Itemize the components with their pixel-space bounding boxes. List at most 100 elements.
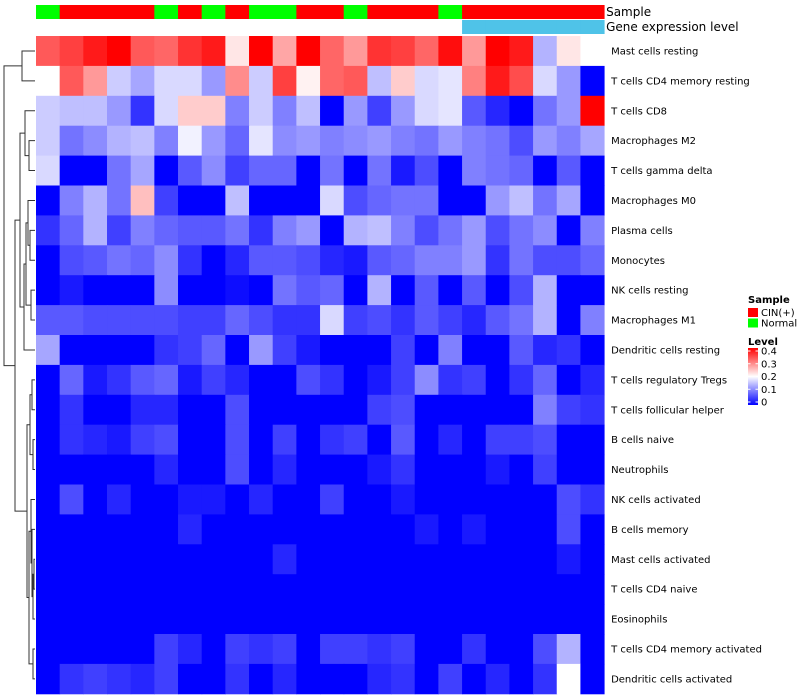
heatmap-cell: [391, 125, 416, 157]
heatmap-cell: [130, 155, 155, 186]
sample-track-cell: [59, 5, 84, 19]
heatmap-cell: [59, 454, 84, 485]
sample-track-cell: [343, 5, 368, 19]
heatmap-cell: [367, 454, 392, 485]
heatmap-cell: [249, 36, 274, 67]
heatmap-cell: [296, 364, 321, 396]
heatmap-cell: [83, 364, 108, 396]
heatmap-cell: [107, 574, 132, 605]
heatmap-cell: [296, 125, 321, 157]
heatmap-cell: [438, 544, 463, 575]
heatmap-cell: [36, 155, 61, 186]
heatmap-cell: [296, 394, 321, 426]
level-tick-label: 0.1: [761, 385, 777, 396]
heatmap-cell: [107, 663, 132, 695]
heatmap-cell: [130, 574, 155, 605]
heatmap-cell: [438, 305, 463, 336]
heatmap-cell: [107, 65, 132, 97]
heatmap-cell: [556, 424, 581, 456]
heatmap-cell: [320, 484, 345, 515]
heatmap-cell: [391, 36, 416, 67]
heatmap-cell: [533, 604, 558, 635]
heatmap-cell: [556, 364, 581, 396]
heatmap-cell: [556, 275, 581, 306]
level-tick-label: 0: [761, 398, 767, 409]
heatmap-cell: [154, 125, 179, 157]
heatmap-cell: [343, 305, 368, 336]
heatmap-cell: [414, 155, 439, 186]
dendrogram-branch: [3, 65, 22, 367]
heatmap-cell: [83, 394, 108, 426]
heatmap-cell: [485, 544, 510, 575]
heatmap-cell: [509, 95, 534, 127]
level-tick-label: 0.2: [761, 372, 777, 383]
row-label: NK cells activated: [611, 495, 701, 506]
heatmap-cell: [178, 574, 203, 605]
heatmap-cell: [83, 574, 108, 605]
heatmap-cell: [509, 275, 534, 306]
heatmap-cell: [343, 245, 368, 276]
heatmap-cell: [272, 125, 297, 157]
expression-level-track-cell: [462, 20, 487, 34]
heatmap-cell: [367, 663, 392, 695]
heatmap-cell: [438, 125, 463, 157]
heatmap-cell: [320, 125, 345, 157]
heatmap-cell: [130, 36, 155, 67]
heatmap-cell: [178, 185, 203, 216]
heatmap-cell: [485, 484, 510, 515]
heatmap-cell: [462, 364, 487, 396]
heatmap-cell: [509, 65, 534, 97]
heatmap-cell: [272, 36, 297, 67]
heatmap-cell: [320, 215, 345, 246]
sample-track-cell: [485, 5, 510, 19]
heatmap-cell: [509, 215, 534, 246]
heatmap-cell: [107, 394, 132, 426]
heatmap-cell: [154, 305, 179, 336]
row-label: Plasma cells: [611, 226, 673, 237]
heatmap-cell: [201, 185, 226, 216]
heatmap-cell: [59, 215, 84, 246]
heatmap-cell: [36, 394, 61, 426]
heatmap-cell: [83, 424, 108, 456]
heatmap-cell: [225, 95, 250, 127]
heatmap-cell: [391, 185, 416, 216]
heatmap-cell: [509, 394, 534, 426]
heatmap-cell: [438, 454, 463, 485]
heatmap-cell: [36, 275, 61, 306]
expression-level-track-cell: [83, 20, 108, 34]
heatmap-cell: [154, 95, 179, 127]
heatmap-cell: [178, 454, 203, 485]
heatmap-cell: [391, 245, 416, 276]
heatmap-cell: [249, 364, 274, 396]
heatmap-cell: [225, 65, 250, 97]
heatmap-cell: [580, 95, 605, 127]
sample-track-cell: [296, 5, 321, 19]
heatmap-cell: [36, 215, 61, 246]
heatmap-cell: [107, 335, 132, 366]
heatmap-cell: [154, 36, 179, 67]
heatmap-cell: [83, 663, 108, 695]
heatmap-cell: [438, 36, 463, 67]
heatmap-cell: [296, 215, 321, 246]
heatmap-cell: [83, 634, 108, 665]
heatmap-cell: [178, 424, 203, 456]
heatmap-cell: [320, 663, 345, 695]
legend-sample-title: Sample: [748, 295, 790, 306]
heatmap-cell: [154, 245, 179, 276]
heatmap-cell: [296, 424, 321, 456]
heatmap-cell: [272, 245, 297, 276]
dendrogram-branch: [27, 199, 35, 246]
heatmap-cell: [249, 335, 274, 366]
heatmap-cell: [414, 245, 439, 276]
heatmap-cell: [414, 394, 439, 426]
heatmap-cell: [201, 95, 226, 127]
heatmap-cell: [272, 634, 297, 665]
sample-track-cell: [272, 5, 297, 19]
heatmap-cell: [154, 215, 179, 246]
heatmap-cell: [107, 125, 132, 157]
sample-track-cell: [391, 5, 416, 19]
heatmap-cell: [414, 544, 439, 575]
sample-track-cell: [320, 5, 345, 19]
legend-level-title: Level: [748, 337, 778, 348]
